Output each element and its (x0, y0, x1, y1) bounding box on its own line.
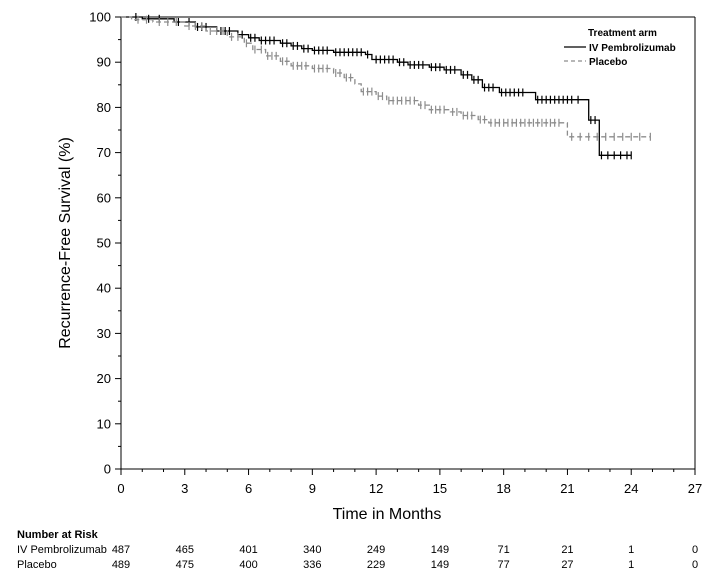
risk-count-pembrolizumab: 401 (239, 544, 257, 556)
risk-count-pembrolizumab: 0 (692, 544, 698, 556)
y-axis-title: Recurrence-Free Survival (%) (57, 137, 74, 349)
risk-count-pembrolizumab: 71 (498, 544, 510, 556)
risk-count-placebo: 77 (498, 559, 510, 571)
x-tick-label: 21 (560, 481, 574, 496)
y-tick-label: 50 (97, 236, 111, 251)
y-tick-label: 0 (104, 462, 111, 477)
series-layer (121, 13, 651, 160)
risk-count-placebo: 27 (561, 559, 573, 571)
y-tick-label: 20 (97, 371, 111, 386)
legend-label-placebo: Placebo (589, 57, 627, 68)
risk-count-pembrolizumab: 249 (367, 544, 385, 556)
x-tick-label: 9 (309, 481, 316, 496)
x-tick-label: 3 (181, 481, 188, 496)
risk-count-placebo: 149 (431, 559, 449, 571)
risk-count-placebo: 400 (239, 559, 257, 571)
x-axis-title: Time in Months (333, 506, 442, 523)
risk-count-placebo: 336 (303, 559, 321, 571)
y-tick-label: 100 (89, 10, 111, 25)
risk-count-placebo: 475 (176, 559, 194, 571)
number-at-risk-table: Number at Risk IV Pembrolizumab Placebo … (17, 529, 698, 571)
risk-count-pembrolizumab: 149 (431, 544, 449, 556)
x-ticks: 0 3 6 9 12 15 18 21 24 27 (117, 469, 702, 496)
y-ticks: 0 10 20 30 40 50 60 70 80 90 100 (89, 10, 121, 477)
x-tick-label: 27 (688, 481, 702, 496)
x-tick-label: 18 (496, 481, 510, 496)
legend-label-pembrolizumab: IV Pembrolizumab (589, 43, 676, 54)
survival-line-pembrolizumab (121, 16, 632, 156)
risk-count-placebo: 1 (628, 559, 634, 571)
risk-count-placebo: 489 (112, 559, 130, 571)
y-tick-label: 30 (97, 326, 111, 341)
y-tick-label: 80 (97, 100, 111, 115)
risk-count-pembrolizumab: 1 (628, 544, 634, 556)
plot-frame (121, 16, 696, 469)
risk-count-placebo: 229 (367, 559, 385, 571)
risk-counts: 487 465 401 340 249 149 71 21 1 0 489 475 400 336 229 1… (112, 544, 698, 571)
x-tick-label: 15 (433, 481, 447, 496)
risk-count-pembrolizumab: 340 (303, 544, 321, 556)
x-tick-label: 12 (369, 481, 383, 496)
y-tick-label: 60 (97, 190, 111, 205)
survival-line-placebo (121, 16, 651, 138)
risk-table-title: Number at Risk (17, 529, 99, 541)
risk-count-pembrolizumab: 21 (561, 544, 573, 556)
y-tick-label: 70 (97, 145, 111, 160)
risk-count-placebo: 0 (692, 559, 698, 571)
x-tick-label: 0 (117, 481, 124, 496)
y-tick-label: 10 (97, 416, 111, 431)
risk-count-pembrolizumab: 465 (176, 544, 194, 556)
risk-count-pembrolizumab: 487 (112, 544, 130, 556)
y-tick-label: 90 (97, 55, 111, 70)
y-tick-label: 40 (97, 281, 111, 296)
risk-arm-label-pembrolizumab: IV Pembrolizumab (17, 544, 107, 556)
x-tick-label: 24 (624, 481, 638, 496)
legend-title: Treatment arm (588, 28, 657, 39)
risk-arm-label-placebo: Placebo (17, 559, 57, 571)
x-tick-label: 6 (245, 481, 252, 496)
legend: Treatment arm IV Pembrolizumab Placebo (564, 28, 676, 68)
